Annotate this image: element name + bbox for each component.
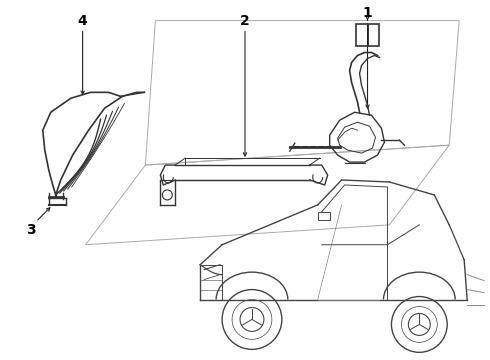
Text: 2: 2 — [240, 14, 250, 28]
Text: 1: 1 — [363, 6, 372, 20]
Text: 3: 3 — [26, 223, 36, 237]
Text: 4: 4 — [78, 14, 88, 28]
